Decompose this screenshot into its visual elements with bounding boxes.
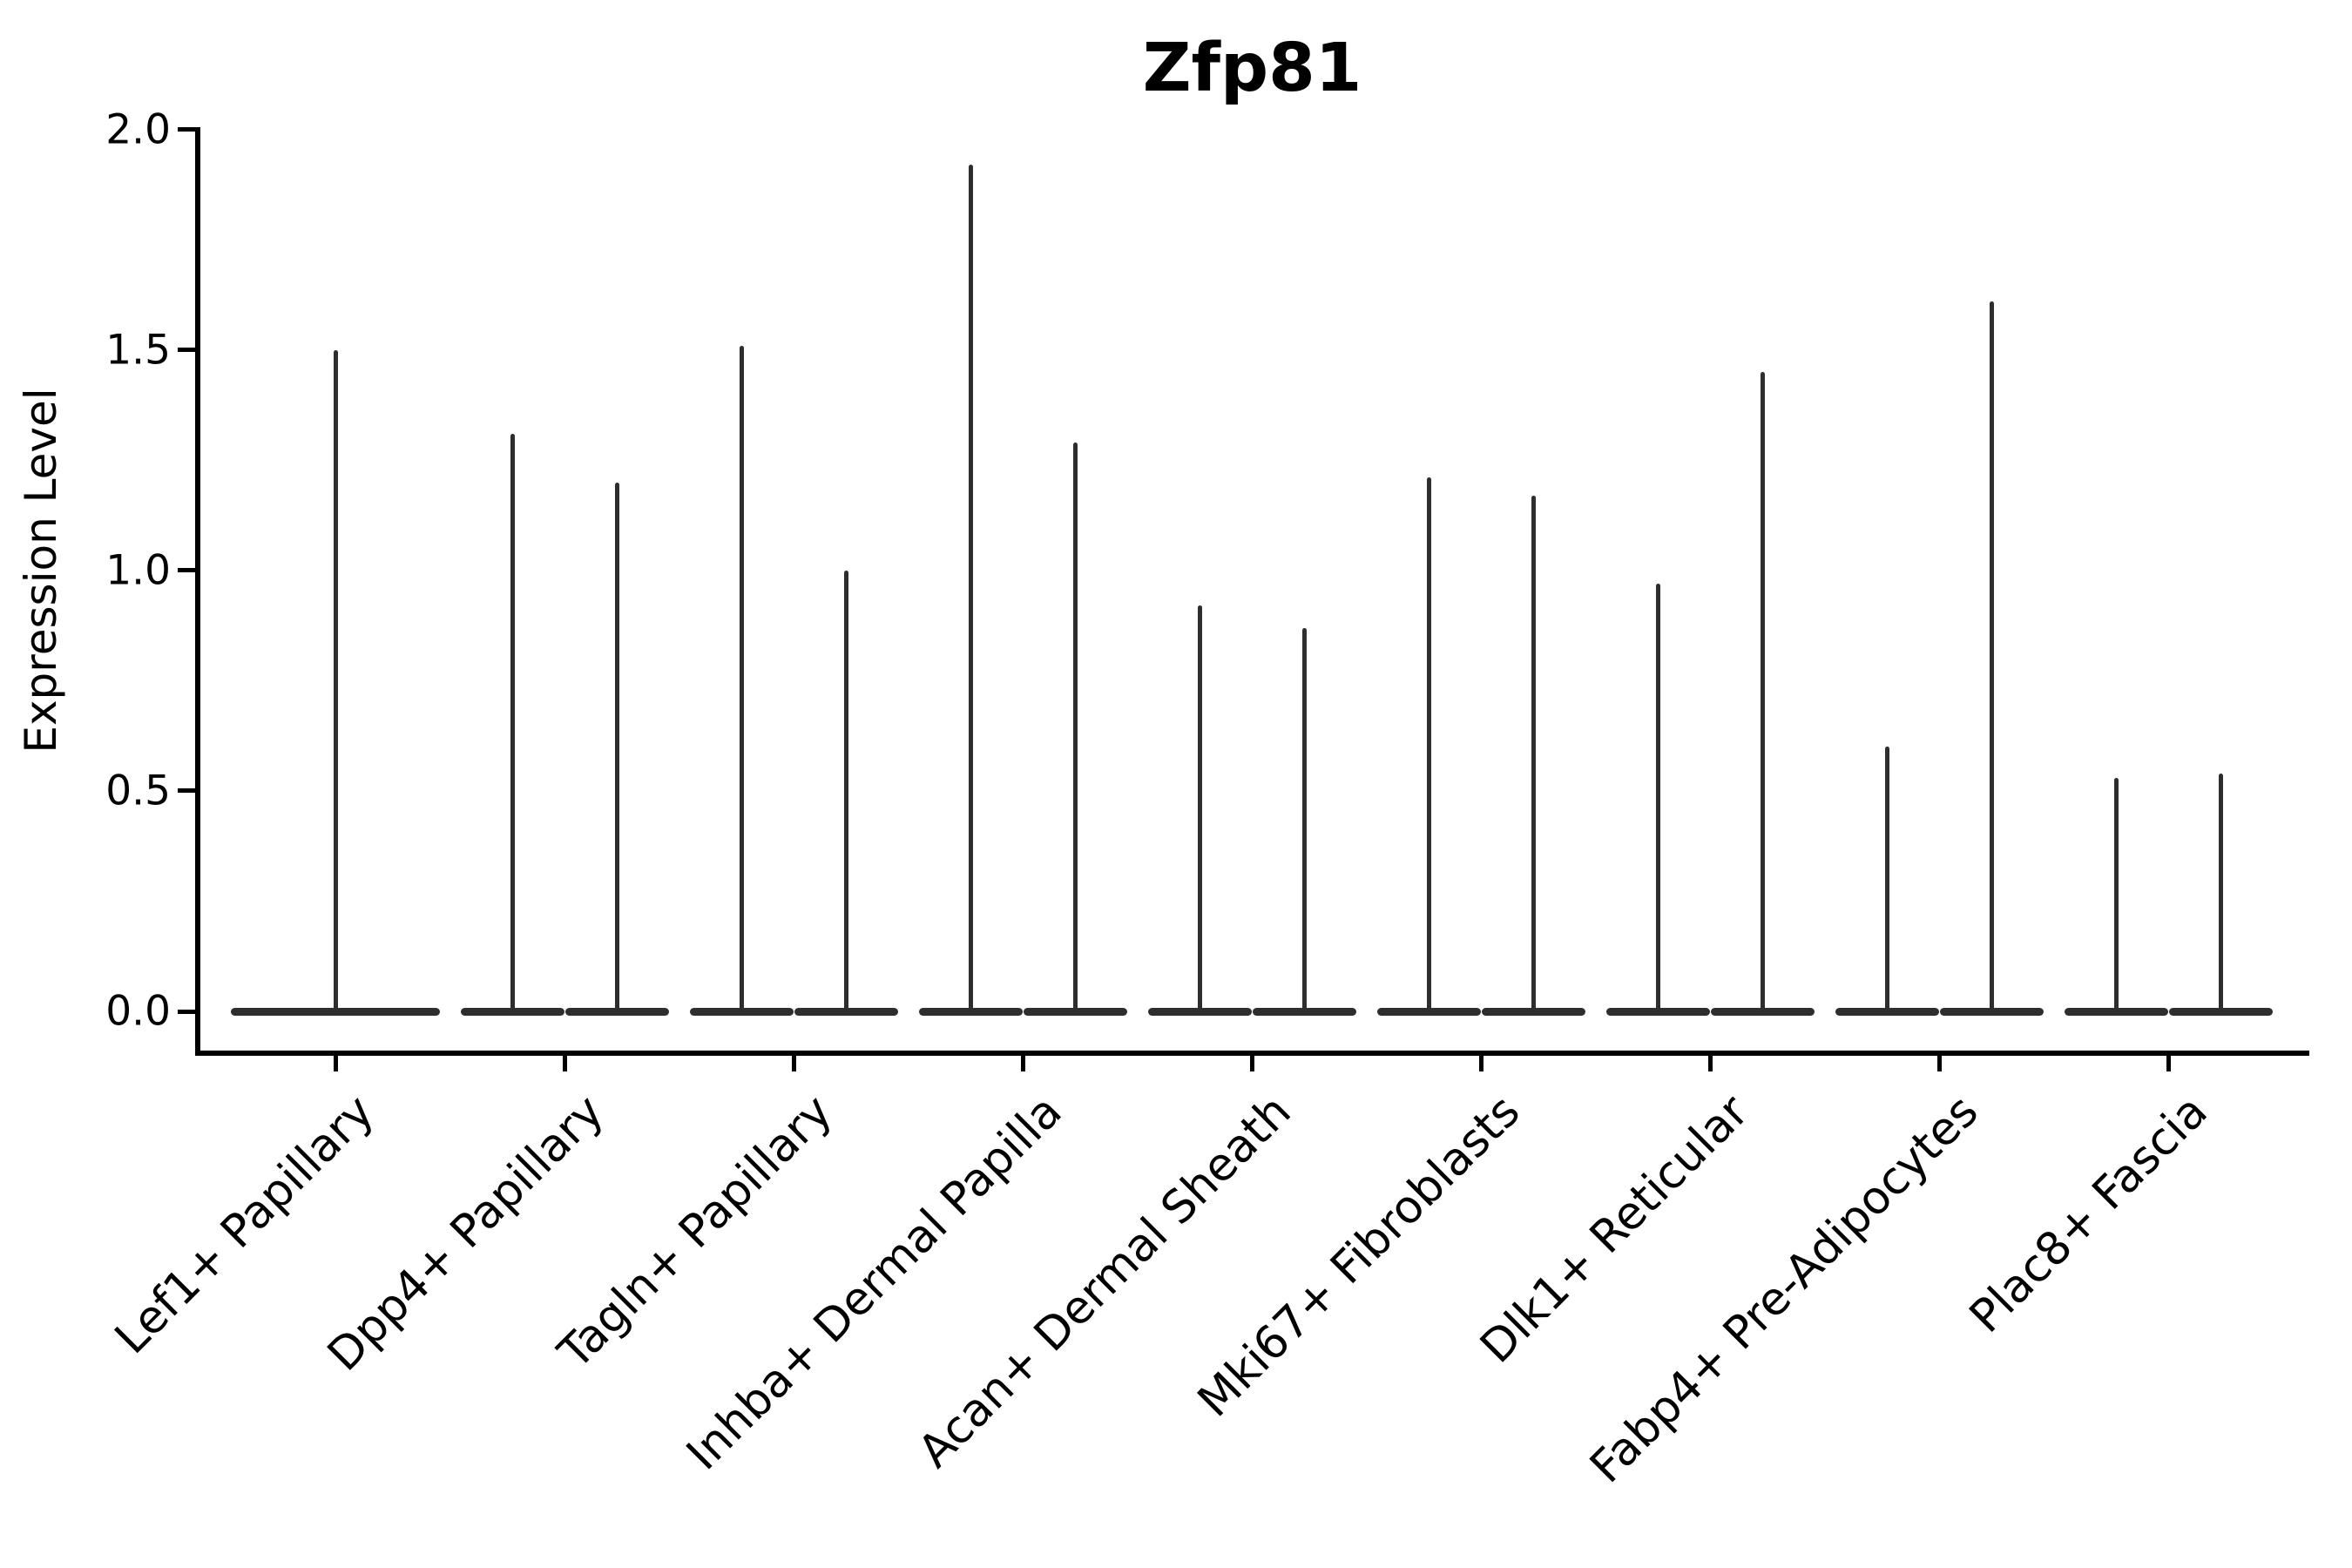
- violin-spike: [2113, 777, 2119, 1011]
- violin-spike: [968, 165, 973, 1011]
- violin-spike: [1301, 627, 1307, 1011]
- violin-spike: [1531, 495, 1536, 1011]
- violin-base: [918, 1007, 1023, 1016]
- violin-spike: [1655, 583, 1660, 1011]
- x-tick: [791, 1056, 796, 1071]
- y-tick: [178, 1009, 195, 1014]
- violin-base: [460, 1007, 564, 1016]
- plot-title: Zfp81: [1142, 30, 1362, 107]
- y-tick: [178, 127, 195, 132]
- x-tick: [562, 1056, 567, 1071]
- violin-base: [2168, 1007, 2273, 1016]
- y-tick: [178, 348, 195, 353]
- x-tick-label: Plac8+ Fascia: [1959, 1085, 2218, 1343]
- violin-base: [1835, 1007, 1939, 1016]
- violin-base: [1376, 1007, 1481, 1016]
- x-tick-label: Fabp4+ Pre-Adipocytes: [1580, 1085, 1989, 1494]
- y-tick-label: 1.0: [105, 546, 171, 595]
- violin-base: [2064, 1007, 2168, 1016]
- violin-spike: [1884, 747, 1889, 1011]
- x-tick: [333, 1056, 338, 1071]
- violin-base: [1147, 1007, 1252, 1016]
- violin-base: [1023, 1007, 1127, 1016]
- y-axis-label: Expression Level: [16, 388, 66, 754]
- violin-spike: [1197, 605, 1202, 1011]
- violin-spike: [1072, 442, 1078, 1011]
- violin-spike: [1426, 477, 1431, 1011]
- violin-base: [1939, 1007, 2044, 1016]
- violin-spike: [843, 570, 848, 1011]
- x-tick: [1249, 1056, 1254, 1071]
- x-tick: [1707, 1056, 1713, 1071]
- violin-base: [1252, 1007, 1356, 1016]
- violin-base: [689, 1007, 794, 1016]
- violin-base: [1710, 1007, 1815, 1016]
- violin-spike: [614, 482, 619, 1011]
- y-tick-label: 0.0: [105, 987, 171, 1036]
- violin-base: [1481, 1007, 1585, 1016]
- x-tick: [2166, 1056, 2171, 1071]
- x-tick-label: Acan+ Dermal Sheath: [908, 1085, 1301, 1478]
- violin-spike: [1760, 371, 1765, 1011]
- violin-base: [794, 1007, 898, 1016]
- violin-base: [1605, 1007, 1710, 1016]
- y-tick-label: 1.5: [105, 326, 171, 375]
- violin-base: [231, 1007, 440, 1016]
- violin-spike: [510, 433, 515, 1011]
- x-tick: [1020, 1056, 1025, 1071]
- violin-base: [564, 1007, 669, 1016]
- x-tick: [1936, 1056, 1942, 1071]
- violin-spike: [1989, 301, 1994, 1011]
- y-tick: [178, 568, 195, 573]
- violin-spike: [333, 349, 338, 1011]
- y-tick: [178, 788, 195, 794]
- x-axis-spine: [195, 1051, 2309, 1056]
- violin-spike: [2218, 773, 2223, 1011]
- y-tick-label: 2.0: [105, 105, 171, 153]
- y-axis-spine: [195, 127, 200, 1056]
- y-tick-label: 0.5: [105, 767, 171, 815]
- violin-spike: [739, 345, 744, 1011]
- x-tick: [1478, 1056, 1484, 1071]
- x-tick-label: Inhba+ Dermal Papilla: [676, 1085, 1072, 1481]
